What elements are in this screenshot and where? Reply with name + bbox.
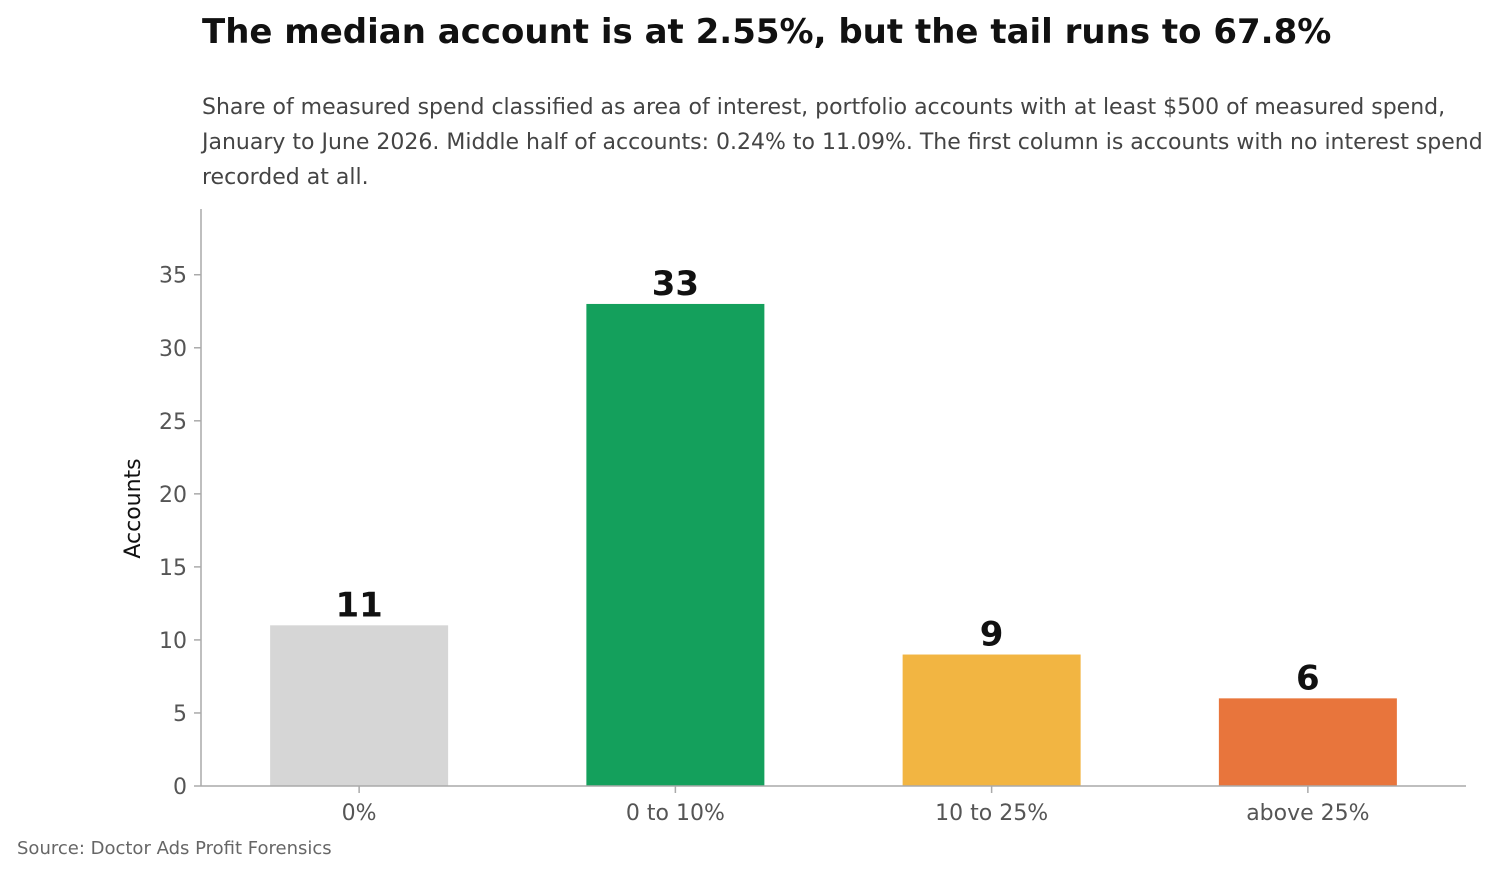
x-tick-label: 0%: [342, 801, 377, 826]
y-tick-label: 5: [173, 702, 187, 727]
x-tick-label: above 25%: [1246, 801, 1369, 826]
chart-subtitle: Share of measured spend classified as ar…: [202, 95, 1483, 190]
bar: [902, 654, 1081, 786]
y-tick-label: 15: [159, 556, 187, 581]
bar-value-label: 11: [335, 585, 382, 625]
bars: [270, 303, 1397, 786]
bar: [1218, 698, 1397, 786]
bar-value-label: 6: [1296, 658, 1320, 698]
bar-value-label: 9: [980, 615, 1004, 655]
chart-title: The median account is at 2.55%, but the …: [202, 12, 1332, 52]
x-tick-label: 0 to 10%: [626, 801, 725, 826]
y-tick-label: 25: [159, 410, 187, 435]
y-tick-label: 20: [159, 483, 187, 508]
y-tick-label: 35: [159, 264, 187, 289]
y-axis-label: Accounts: [121, 458, 146, 558]
x-tick-label: 10 to 25%: [935, 801, 1048, 826]
y-tick-label: 0: [173, 775, 187, 800]
x-axis-ticks: 0% 0 to 10% 10 to 25% above 25%: [342, 786, 1370, 826]
source-note: Source: Doctor Ads Profit Forensics: [17, 838, 332, 859]
bar-data-labels: 11 33 9 6: [335, 264, 1319, 698]
bar-value-label: 33: [652, 264, 699, 304]
bar: [586, 303, 765, 786]
y-tick-label: 30: [159, 337, 187, 362]
y-tick-label: 10: [159, 629, 187, 654]
bar: [270, 625, 449, 786]
y-axis-ticks: 0 5 10 15 20 25 30 35: [159, 264, 201, 800]
